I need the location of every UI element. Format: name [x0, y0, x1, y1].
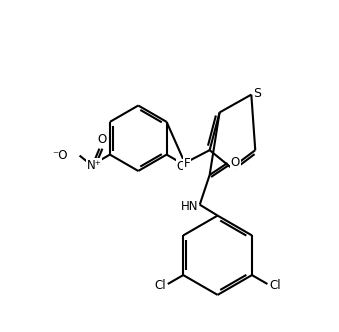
Text: HN: HN — [181, 200, 199, 213]
Text: O: O — [98, 133, 107, 146]
Text: S: S — [253, 87, 261, 100]
Text: ⁻O: ⁻O — [52, 149, 68, 162]
Text: Cl: Cl — [154, 280, 166, 292]
Text: Cl: Cl — [270, 280, 281, 292]
Text: O: O — [231, 155, 240, 169]
Text: F: F — [184, 157, 190, 170]
Text: N⁺: N⁺ — [87, 159, 102, 172]
Text: O: O — [176, 159, 185, 173]
